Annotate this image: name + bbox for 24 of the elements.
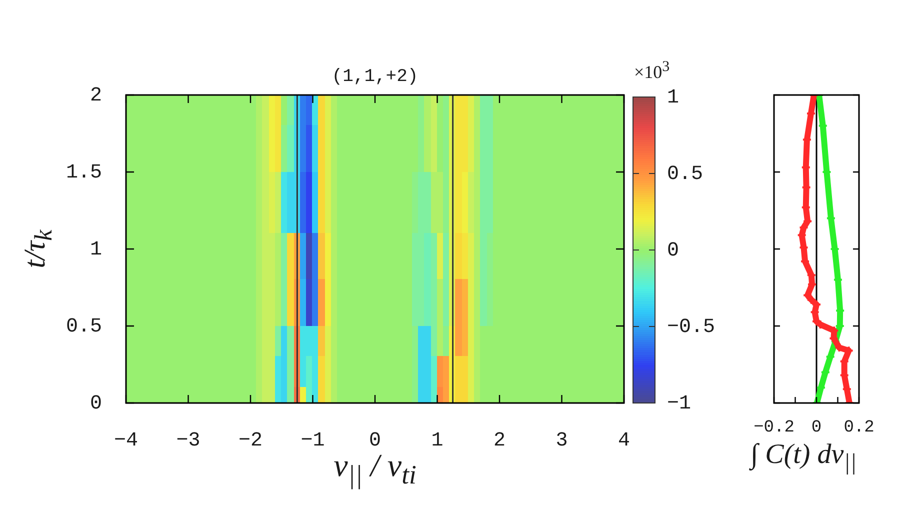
y-tick-label: 1 <box>90 238 102 262</box>
x-tick-label: 2 <box>493 429 506 452</box>
x-axis-title: ∫ C(t) dv$_{||}$ <box>750 439 857 476</box>
y-tick-label: 0.5 <box>66 315 102 338</box>
x-tick-label: −4 <box>114 429 138 452</box>
x-tick-label: 0 <box>811 418 822 438</box>
color-bar-label: 0.5 <box>667 162 704 186</box>
chart-title: (1,1,+2) <box>332 67 418 87</box>
y-tick-label: 2 <box>90 84 102 108</box>
x-tick-label: 3 <box>556 429 568 452</box>
color-bar-label: −1 <box>667 392 692 416</box>
x-tick-label: 4 <box>618 429 630 452</box>
color-bar-title: ×10$^{3}$ <box>634 59 670 83</box>
y-tick-label: 0 <box>90 392 102 416</box>
x-tick-label: −1 <box>300 429 325 452</box>
x-tick-label: 1 <box>431 429 444 452</box>
color-bar-label: −0.5 <box>667 316 716 339</box>
color-bar-label: 0 <box>667 239 680 262</box>
x-tick-label: 0.2 <box>844 418 874 438</box>
x-tick-label: −2 <box>238 429 263 452</box>
x-tick-label: −3 <box>176 429 200 452</box>
y-tick-label: 1.5 <box>66 161 102 184</box>
x-tick-label: −0.2 <box>754 418 794 438</box>
color-bar-label: 1 <box>667 86 680 110</box>
